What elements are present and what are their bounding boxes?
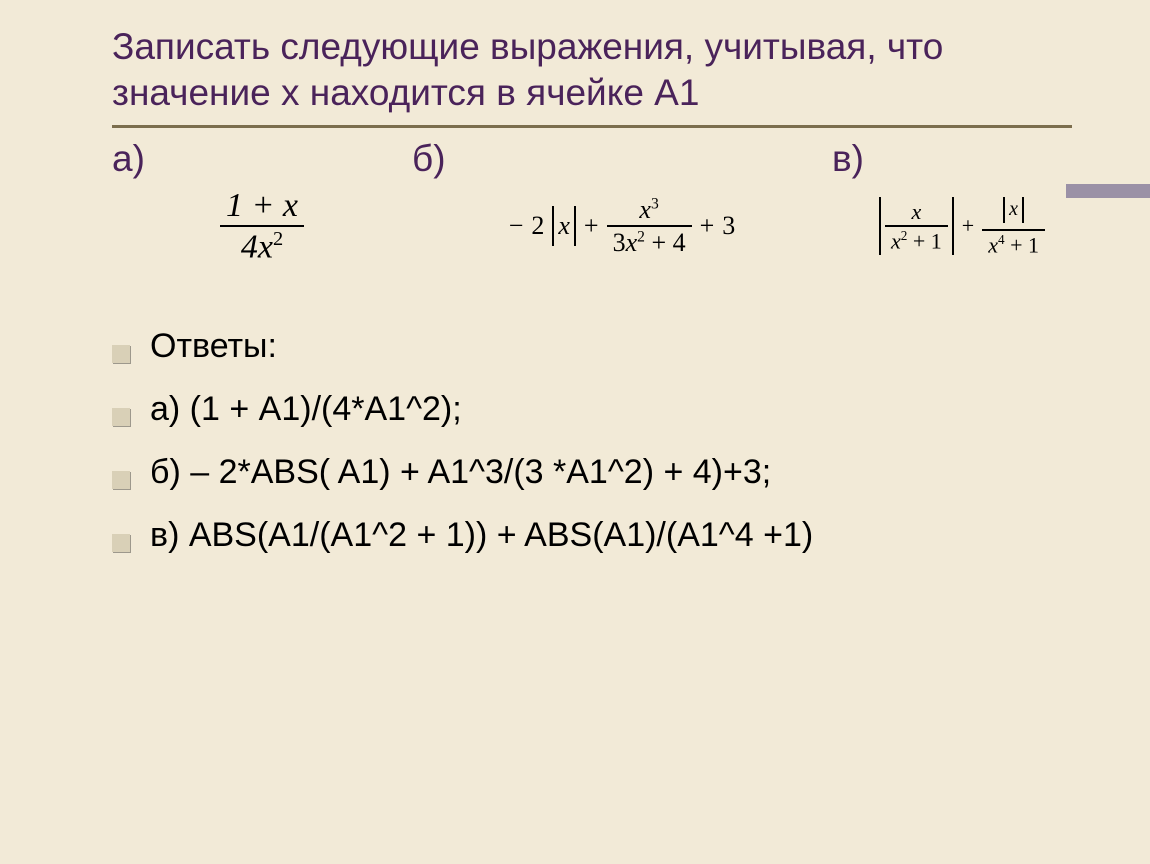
fraction-b: x3 3x2 + 4 [607,194,692,259]
slide-title: Записать следующие выражения, учитывая, … [112,24,1090,117]
abs-term1: x x2 + 1 [879,197,954,255]
frac-v2-num: x [997,195,1030,229]
bullet-icon [112,345,130,363]
plus-v: + [962,213,974,239]
math-row: 1 + x 4x2 − 2 x + x3 [112,186,1092,268]
slide: Записать следующие выражения, учитывая, … [0,0,1150,864]
expression-v: x x2 + 1 + x [832,195,1092,259]
minus-sign: − [509,211,524,241]
option-labels-row: а) б) в) [112,138,1072,180]
bullet-icon [112,534,130,552]
abs-x: x [552,206,576,246]
abs-x-small: x [1003,197,1024,223]
answers-block: Ответы: а) (1 + А1)/(4*А1^2); б) – 2*ABS… [112,327,1090,555]
title-underline [112,125,1072,128]
decorative-edge-bar [1066,184,1150,198]
label-v: в) [832,138,1072,180]
expression-a: 1 + x 4x2 [112,186,412,268]
answer-a: а) (1 + А1)/(4*А1^2); [112,390,1090,429]
answers-heading: Ответы: [112,327,1090,366]
coef-2: 2 [531,211,544,241]
bullet-icon [112,471,130,489]
answer-b: б) – 2*ABS( A1) + A1^3/(3 *A1^2) + 4)+3; [112,453,1090,492]
fraction-v2: x x4 + 1 [982,195,1045,259]
frac-b-num: x3 [633,194,664,225]
expression-b: − 2 x + x3 3x2 + 4 + 3 [412,194,832,259]
label-b: б) [412,138,832,180]
bullet-icon [112,408,130,426]
frac-b-den: 3x2 + 4 [607,227,692,258]
fraction-a: 1 + x 4x2 [220,186,304,268]
frac-a-num: 1 + x [220,186,304,226]
frac-a-den: 4x2 [235,227,289,267]
plus-2: + [700,211,715,241]
plus-1: + [584,211,599,241]
answer-v: в) ABS(A1/(A1^2 + 1)) + ABS(A1)/(A1^4 +1… [112,516,1090,555]
label-a: а) [112,138,412,180]
tail-3: 3 [722,211,735,241]
fraction-v1: x x2 + 1 [885,198,948,255]
